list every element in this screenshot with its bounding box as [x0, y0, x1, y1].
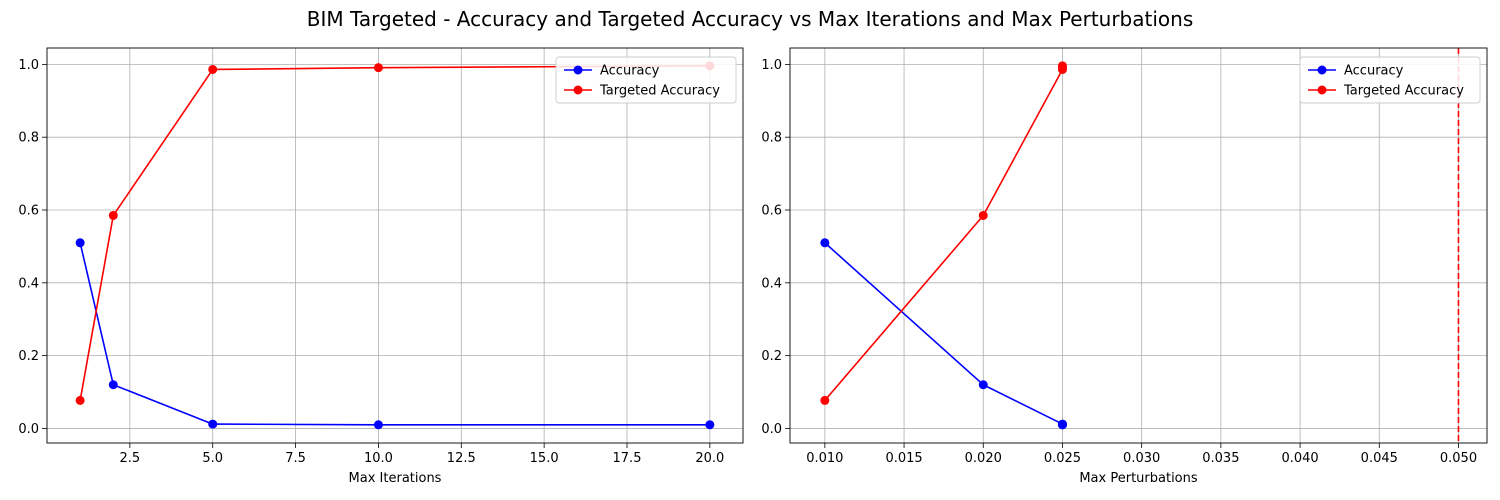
y-tick-label: 0.0: [761, 422, 782, 437]
x-tick-label: 7.5: [285, 451, 306, 466]
x-tick-label: 0.045: [1361, 451, 1398, 466]
legend: Accuracy Targeted Accuracy: [1299, 56, 1481, 104]
y-tick-label: 1.0: [18, 58, 39, 73]
data-point-targeted-accuracy: [208, 64, 218, 74]
data-point-targeted-accuracy: [978, 210, 988, 220]
legend-swatch-marker-accuracy: [1317, 65, 1327, 75]
chart-panel-max-iterations: 2.5 5.0 7.5 10.0 12.5 15.0 17.5 20.0 0.0 0.2 0.4 0.…: [18, 47, 744, 486]
x-tick-label: 0.040: [1281, 451, 1318, 466]
x-tick-label: 0.030: [1123, 451, 1160, 466]
legend: Accuracy Targeted Accuracy: [555, 56, 737, 104]
plot-frame: [789, 47, 1488, 444]
series-line-accuracy: [824, 242, 1064, 425]
series-line-accuracy: [79, 242, 710, 426]
x-tick-label: 0.025: [1044, 451, 1081, 466]
data-point-accuracy: [820, 238, 830, 248]
x-tick-label: 2.5: [120, 451, 141, 466]
x-tick-label: 15.0: [530, 451, 559, 466]
x-tick-label: 0.020: [965, 451, 1002, 466]
legend-box: [555, 56, 737, 104]
legend-swatch-marker-targeted-accuracy: [573, 85, 583, 95]
y-tick-label: 0.6: [18, 204, 39, 219]
y-tick-label: 0.8: [761, 131, 782, 146]
x-tick-label: 0.035: [1202, 451, 1239, 466]
data-point-accuracy: [108, 380, 118, 390]
x-tick-label: 10.0: [364, 451, 393, 466]
legend-label-targeted-accuracy: Targeted Accuracy: [1343, 84, 1464, 99]
y-tick-label: 0.0: [18, 422, 39, 437]
x-tick-label: 20.0: [695, 451, 724, 466]
figure-title: BIM Targeted - Accuracy and Targeted Acc…: [307, 7, 1194, 31]
y-tick-label: 1.0: [761, 58, 782, 73]
data-point-accuracy: [705, 420, 715, 430]
x-tick-label: 0.010: [806, 451, 843, 466]
legend-label-accuracy: Accuracy: [600, 64, 660, 79]
series-line-targeted-accuracy: [79, 65, 710, 401]
data-point-targeted-accuracy: [1057, 61, 1067, 71]
x-tick-label: 17.5: [613, 451, 642, 466]
y-tick-label: 0.2: [18, 349, 39, 364]
y-tick-label: 0.8: [18, 131, 39, 146]
data-point-targeted-accuracy: [373, 63, 383, 73]
data-point-accuracy: [373, 420, 383, 430]
x-axis-label: Max Iterations: [349, 471, 442, 486]
x-tick-label: 0.050: [1440, 451, 1477, 466]
chart-panel-max-perturbations: 0.010 0.015 0.020 0.025 0.030 0.035 0.040 0.045…: [761, 47, 1488, 486]
y-tick-label: 0.4: [761, 276, 782, 291]
data-point-accuracy: [208, 419, 218, 429]
legend-swatch-marker-accuracy: [573, 65, 583, 75]
data-point-accuracy: [75, 238, 85, 248]
legend-swatch-marker-targeted-accuracy: [1317, 85, 1327, 95]
y-tick-label: 0.6: [761, 204, 782, 219]
data-point-targeted-accuracy: [820, 395, 830, 405]
data-point-targeted-accuracy: [108, 210, 118, 220]
x-tick-label: 0.015: [885, 451, 922, 466]
legend-label-accuracy: Accuracy: [1344, 64, 1404, 79]
data-point-accuracy: [978, 380, 988, 390]
x-tick-label: 12.5: [447, 451, 476, 466]
y-tick-label: 0.2: [761, 349, 782, 364]
legend-box: [1299, 56, 1481, 104]
y-tick-label: 0.4: [18, 276, 39, 291]
plot-frame: [46, 47, 744, 444]
data-point-accuracy: [1057, 420, 1067, 430]
x-tick-label: 5.0: [202, 451, 223, 466]
x-axis-label: Max Perturbations: [1079, 471, 1198, 486]
legend-label-targeted-accuracy: Targeted Accuracy: [599, 84, 720, 99]
data-point-targeted-accuracy: [75, 395, 85, 405]
